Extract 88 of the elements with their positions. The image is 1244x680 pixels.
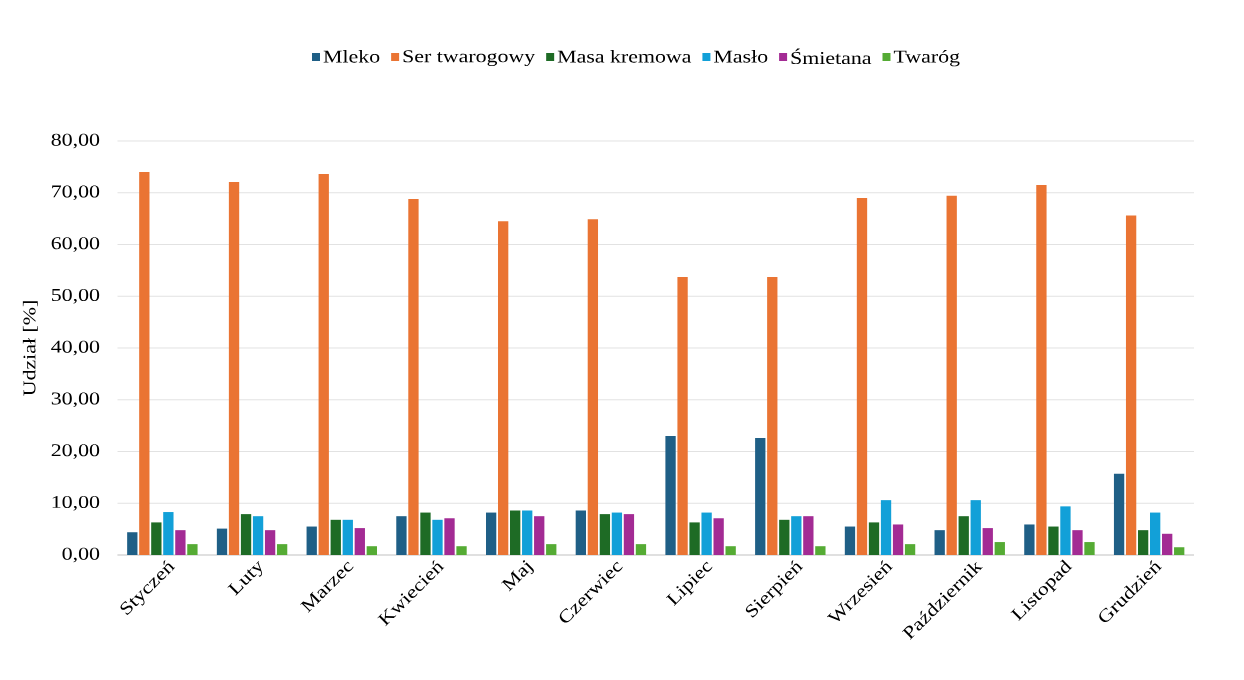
legend-label: Masło bbox=[714, 50, 768, 63]
bar bbox=[252, 516, 264, 555]
bar bbox=[791, 516, 802, 555]
bar bbox=[635, 544, 647, 555]
bar bbox=[815, 546, 826, 555]
y-tick-label: 60,00 bbox=[51, 237, 100, 252]
bar bbox=[139, 172, 150, 555]
y-tick-label: 10,00 bbox=[52, 495, 100, 511]
bar bbox=[994, 542, 1005, 555]
bar bbox=[934, 530, 945, 555]
bar bbox=[587, 219, 599, 555]
bar bbox=[216, 528, 228, 555]
bar bbox=[677, 277, 688, 555]
bar bbox=[1060, 506, 1071, 555]
bar bbox=[1072, 530, 1083, 555]
legend-label: Mleko bbox=[323, 50, 380, 63]
bar bbox=[755, 438, 766, 555]
bar bbox=[599, 514, 611, 555]
bar bbox=[1137, 530, 1149, 555]
bar bbox=[534, 516, 545, 555]
bar bbox=[623, 514, 635, 555]
y-tick-label: 80,00 bbox=[51, 133, 100, 149]
y-tick-label: 70,00 bbox=[52, 185, 100, 201]
bar bbox=[725, 546, 736, 555]
bar bbox=[689, 522, 700, 555]
bar bbox=[456, 546, 467, 555]
bar bbox=[892, 524, 904, 555]
bar bbox=[485, 512, 497, 555]
legend-label: Śmietana bbox=[791, 48, 872, 65]
bar bbox=[408, 198, 419, 555]
bar bbox=[330, 519, 341, 555]
bar bbox=[342, 519, 353, 555]
bar bbox=[522, 510, 533, 555]
legend-label: Masa kremowa bbox=[557, 50, 692, 63]
bar bbox=[1162, 533, 1173, 555]
bar bbox=[767, 277, 778, 555]
bar bbox=[946, 195, 957, 555]
bar bbox=[982, 528, 993, 555]
bar bbox=[127, 532, 138, 555]
bar bbox=[151, 522, 162, 555]
y-tick-label: 30,00 bbox=[51, 392, 100, 408]
bar bbox=[1036, 184, 1047, 555]
bar bbox=[779, 519, 790, 555]
bar bbox=[163, 512, 174, 555]
bar bbox=[1125, 215, 1137, 555]
legend-label: Ser twarogowy bbox=[403, 50, 536, 67]
bar bbox=[713, 518, 724, 555]
bar bbox=[1024, 524, 1035, 555]
y-axis-title: Udział [%] bbox=[22, 301, 38, 396]
bar bbox=[1048, 526, 1059, 555]
y-tick-label: 0,00 bbox=[62, 547, 100, 563]
bar bbox=[1113, 473, 1125, 555]
bar bbox=[444, 518, 455, 555]
bar bbox=[546, 544, 557, 555]
bar bbox=[432, 519, 443, 555]
bar bbox=[276, 544, 288, 555]
y-tick-label: 40,00 bbox=[51, 340, 100, 356]
bar bbox=[844, 526, 856, 555]
bar bbox=[396, 516, 407, 555]
bar bbox=[803, 516, 814, 555]
bar bbox=[856, 197, 868, 555]
bar bbox=[264, 530, 276, 555]
bar bbox=[904, 544, 916, 555]
bar bbox=[306, 526, 317, 555]
bar bbox=[611, 512, 623, 555]
legend-label: Twaróg bbox=[893, 50, 960, 67]
bar bbox=[420, 512, 431, 555]
bar bbox=[187, 544, 198, 555]
bar bbox=[1084, 542, 1095, 555]
y-tick-label: 20,00 bbox=[51, 444, 100, 459]
bar bbox=[665, 435, 676, 555]
bar bbox=[498, 221, 509, 555]
bar bbox=[240, 514, 252, 555]
bar bbox=[880, 500, 892, 555]
bar bbox=[354, 528, 365, 555]
bar bbox=[366, 546, 377, 555]
bar bbox=[701, 512, 712, 555]
bar bbox=[318, 174, 329, 555]
y-tick-label: 50,00 bbox=[52, 288, 100, 304]
bar bbox=[958, 516, 969, 555]
bar bbox=[868, 522, 880, 555]
bar bbox=[970, 500, 981, 555]
bar bbox=[575, 510, 586, 555]
bar bbox=[1174, 547, 1185, 555]
bar bbox=[228, 181, 240, 555]
bar bbox=[175, 530, 186, 555]
bar bbox=[510, 510, 521, 555]
bar bbox=[1150, 512, 1161, 555]
